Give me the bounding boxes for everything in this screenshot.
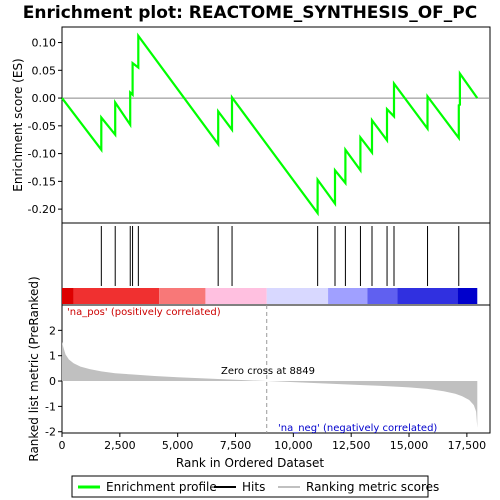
metric-ytick-label: 2 [49,324,56,337]
es-panel-frame [61,26,491,224]
metric-xtick-label: 5,000 [162,439,194,452]
rank-gradient-segment [367,288,398,304]
metric-xlabel: Rank in Ordered Dataset [176,456,324,470]
metric-ytick-label: -1 [45,400,56,413]
es-ytick-label: -0.05 [28,120,56,133]
neg-correlated-label: 'na_neg' (negatively correlated) [278,423,437,434]
metric-xtick-label: 7,500 [220,439,252,452]
es-ytick-label: 0.05 [32,64,57,77]
rank-gradient-segment [159,288,206,304]
rank-gradient-segment [73,288,160,304]
metric-ytick-label: 0 [49,375,56,388]
rank-gradient-segment [266,288,329,304]
rank-gradient-segment [62,288,74,304]
zero-cross-label: Zero cross at 8849 [221,366,315,377]
legend-item-label: Ranking metric scores [306,480,439,494]
pos-correlated-label: 'na_pos' (positively correlated) [67,307,221,318]
es-ytick-label: -0.10 [28,148,56,161]
metric-ylabel: Ranked list metric (PreRanked) [27,276,41,461]
chart-title: Enrichment plot: REACTOME_SYNTHESIS_OF_P… [23,3,477,23]
enrichment-profile-line [61,32,479,217]
metric-xtick-label: 17,500 [448,439,487,452]
metric-xtick-label: 2,500 [104,439,136,452]
metric-xtick-label: 10,000 [274,439,313,452]
es-ylabel: Enrichment score (ES) [11,58,25,191]
es-ytick-label: -0.15 [28,175,56,188]
metric-xtick-label: 0 [59,439,66,452]
metric-panel-frame [61,304,491,434]
metric-ytick-label: 1 [49,350,56,363]
metric-xtick-label: 12,500 [332,439,371,452]
metric-xtick-label: 15,000 [390,439,429,452]
rank-gradient-segment [205,288,267,304]
rank-gradient-segment [328,288,368,304]
es-ytick-label: -0.20 [28,203,56,216]
metric-ytick-label: -2 [45,426,56,439]
legend-item-label: Enrichment profile [106,480,217,494]
rank-gradient-segment [397,288,458,304]
es-ytick-label: 0.00 [32,92,57,105]
ranking-metric-area [62,341,478,428]
rank-gradient-segment [457,288,478,304]
legend-item-label: Hits [242,480,265,494]
legend-box [71,475,429,498]
es-ytick-label: 0.10 [32,37,57,50]
